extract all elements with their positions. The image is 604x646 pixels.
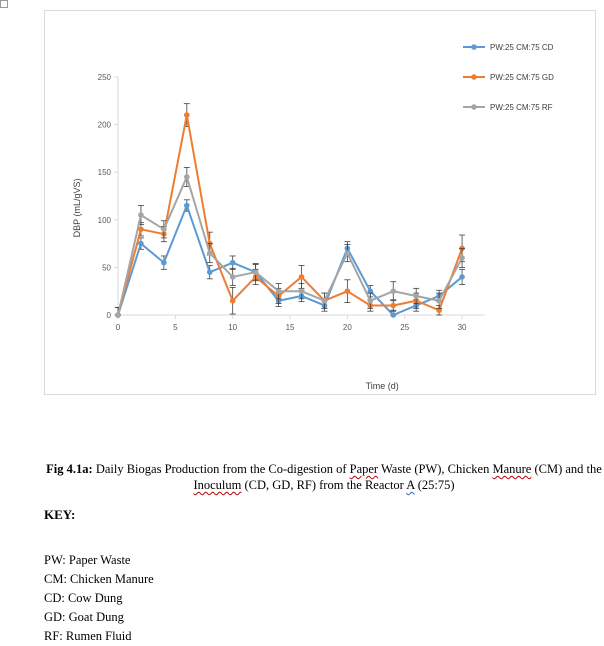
figure-caption: Fig 4.1a: Daily Biogas Production from t… [44,461,604,493]
x-tick-labels: 0 5 10 15 20 25 30 [116,315,467,332]
y-tick-label: 0 [107,311,112,320]
series-line [117,114,464,316]
x-tick-label: 5 [173,323,178,332]
data-point [390,312,397,318]
chart-axes [117,77,485,316]
legend-label: PW:25 CM:75 GD [490,73,554,82]
data-point [298,274,305,280]
caption-word-inoculum: Inoculum [193,478,242,492]
caption-text-5: (25:75) [414,478,455,492]
x-tick-label: 15 [286,323,295,332]
caption-text-2: Waste (PW), Chicken [378,462,493,476]
x-tick-label: 0 [116,323,121,332]
data-point [390,302,397,309]
data-point [413,293,419,299]
data-point [206,250,213,256]
y-tick-label: 200 [98,121,112,130]
key-item: GD: Goat Dung [44,610,124,624]
data-point [184,112,190,118]
data-point [436,307,442,314]
data-point [344,288,351,295]
caption-text-4: (CD, GD, RF) from the Reactor [241,478,407,492]
caption-text-1: Daily Biogas Production from the Co-dige… [92,462,350,476]
data-point [459,274,465,280]
key-item: PW: Paper Waste [44,553,131,567]
x-tick-label: 30 [458,323,467,332]
data-point [390,288,397,295]
data-point [138,226,144,233]
legend-label: PW:25 CM:75 CD [490,43,554,52]
legend-swatch-marker [471,74,477,80]
x-tick-label: 20 [343,323,352,332]
data-point [436,297,442,304]
data-point [138,240,144,247]
y-axis-title: DBP (mL/gVS) [72,178,82,237]
x-axis-title: Time (d) [366,381,399,391]
legend-label: PW:25 CM:75 RF [490,103,553,112]
data-point [115,312,121,318]
y-tick-label: 50 [102,263,111,272]
y-tick-labels: 0 50 100 150 200 250 [98,73,118,320]
key-heading: KEY: [44,507,76,522]
key-item: RF: Rumen Fluid [44,629,132,643]
key-item: CM: Chicken Manure [44,572,154,586]
key-item: CD: Cow Dung [44,591,123,605]
y-tick-label: 100 [98,216,112,225]
data-point [275,288,282,295]
x-tick-label: 25 [400,323,409,332]
series-line [117,204,463,316]
data-point [184,202,190,209]
caption-word-manure: Manure [492,462,532,476]
key-list: PW: Paper Waste CM: Chicken Manure CD: C… [44,551,154,646]
data-point [138,212,144,218]
y-tick-label: 250 [98,73,112,82]
line-chart: 0 50 100 150 200 250 0 5 10 15 20 25 30 DBP (mL/gVS… [72,43,554,391]
chart-series [115,103,466,318]
data-point [184,174,190,180]
data-point [229,274,236,280]
y-tick-label: 150 [98,168,112,177]
caption-text-3: (CM) and the [531,462,602,476]
data-point [298,288,305,295]
series-rf [115,167,466,318]
data-point [459,255,465,261]
data-point [229,297,236,304]
series-gd [115,103,466,318]
chart-legend: PW:25 CM:75 CD PW:25 CM:75 GD PW:25 CM:75 … [463,43,554,112]
x-tick-label: 10 [228,323,237,332]
series-line [117,175,463,316]
caption-word-paper: Paper [349,462,379,476]
data-point [367,288,374,295]
legend-swatch-marker [471,44,477,50]
data-point [344,250,351,256]
data-point [252,269,259,275]
data-point [321,297,328,304]
page-corner-mark [0,0,8,8]
data-point [367,297,374,304]
data-point [206,269,213,275]
data-point [229,259,236,266]
legend-swatch-marker [471,104,477,110]
data-point [161,259,167,266]
data-point [161,226,167,233]
caption-label: Fig 4.1a: [46,462,93,476]
chart-frame: 0 50 100 150 200 250 0 5 10 15 20 25 30 DBP (mL/gVS… [44,10,596,395]
caption-word-a: A [406,478,415,492]
